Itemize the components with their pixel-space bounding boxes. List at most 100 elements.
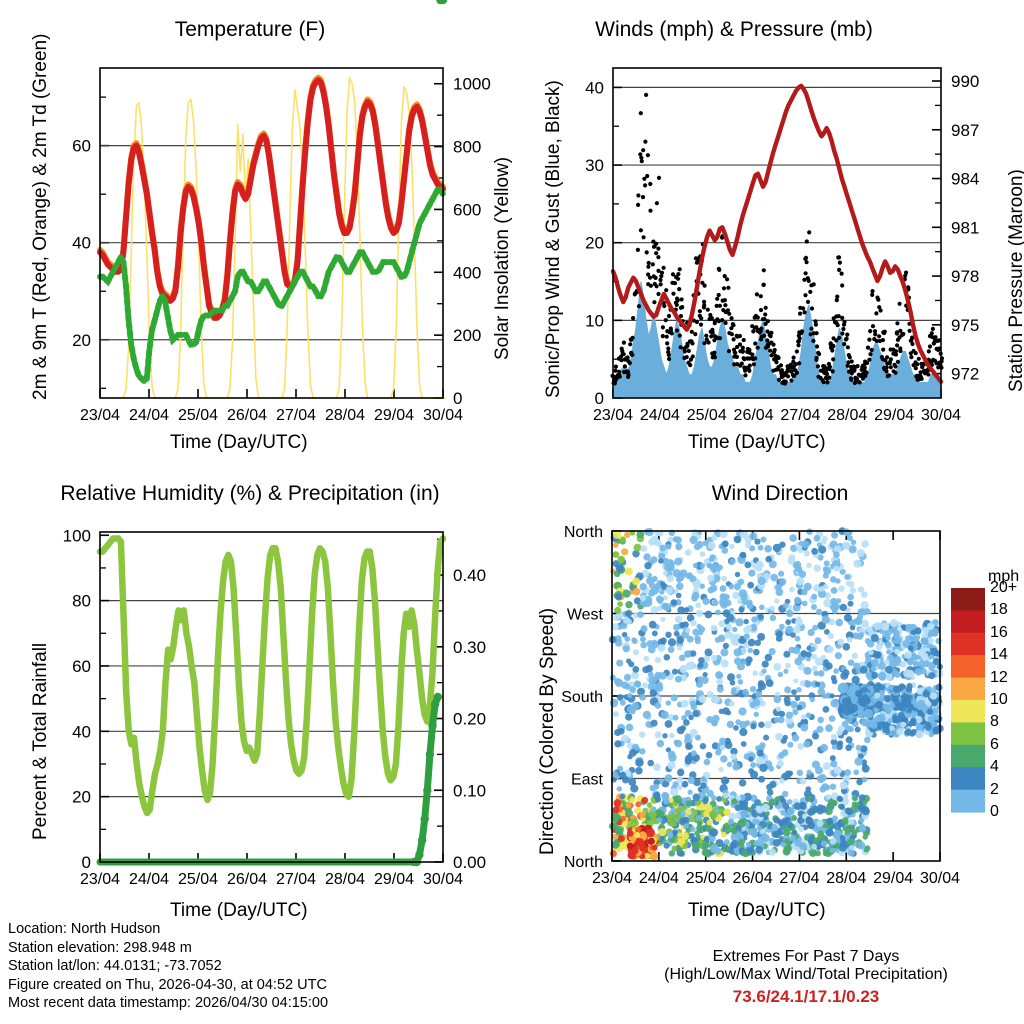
wind-direction-point xyxy=(736,673,742,679)
wind-direction-point xyxy=(683,823,689,829)
wind-direction-point xyxy=(730,689,737,696)
gust-point xyxy=(752,315,757,320)
pressure-ytick: 972 xyxy=(951,365,979,384)
wind-direction-point xyxy=(695,609,704,617)
wind-direction-point xyxy=(927,715,936,723)
wind-direction-point xyxy=(612,806,620,814)
wind-direction-point xyxy=(858,632,865,638)
wind-direction-point xyxy=(830,838,837,845)
wind-direction-point xyxy=(660,637,667,644)
wind-direction-point xyxy=(690,619,697,627)
wind-direction-point xyxy=(855,689,863,697)
gust-point xyxy=(836,255,842,260)
wind-direction-point xyxy=(885,665,893,674)
wind-direction-point xyxy=(689,832,695,839)
wind-direction-point xyxy=(850,695,859,704)
wind-direction-point xyxy=(663,798,670,805)
wind-direction-point xyxy=(861,540,869,548)
wind-direction-point xyxy=(628,778,637,786)
gust-point xyxy=(762,317,767,322)
gust-point xyxy=(808,289,813,294)
winds-ytick: 20 xyxy=(585,234,604,253)
wind-direction-point xyxy=(847,838,855,846)
wind-direction-point xyxy=(721,540,729,548)
gust-point xyxy=(774,360,779,365)
wind-direction-point xyxy=(632,666,640,673)
wind-direction-point xyxy=(688,714,694,721)
gust-point xyxy=(807,230,812,235)
wind-direction-point xyxy=(859,823,865,830)
gust-point xyxy=(722,274,727,279)
wind-direction-point xyxy=(723,808,731,816)
gust-point xyxy=(699,316,704,321)
wind-direction-point xyxy=(716,796,723,802)
wind-direction-point xyxy=(772,543,782,553)
gust-point xyxy=(769,353,774,358)
wind-direction-point xyxy=(725,623,733,631)
wind-direction-point xyxy=(702,672,708,678)
figure-metadata: Location: North Hudson Station elevation… xyxy=(8,920,328,1013)
gust-point xyxy=(648,181,653,187)
wind-direction-point xyxy=(886,649,892,655)
temperature-plot: 20 40 60 0 200 400 600 800 1000 23/04 24/04 25/04… xyxy=(72,67,491,420)
gust-point xyxy=(815,364,821,369)
wind-direction-point xyxy=(720,831,727,838)
gust-point xyxy=(717,303,723,308)
wind-direction-point xyxy=(640,625,648,632)
wind-direction-point xyxy=(651,575,658,582)
wind-direction-point xyxy=(710,624,718,632)
gust-point xyxy=(793,362,798,367)
wind-direction-point xyxy=(653,763,661,771)
wind-direction-point xyxy=(654,656,662,664)
wind-direction-point xyxy=(738,707,747,716)
wind-direction-point xyxy=(935,683,943,692)
wind-direction-point xyxy=(755,845,764,854)
colorbar-tick-label: 6 xyxy=(990,735,999,753)
wind-direction-point xyxy=(922,626,930,634)
temperature-ytick-right: 0 xyxy=(453,389,462,408)
wind-direction-point xyxy=(860,694,870,704)
gust-point xyxy=(613,364,619,369)
wind-direction-point xyxy=(787,741,794,748)
wind-direction-point xyxy=(625,809,633,818)
colorbar-tick-label: 8 xyxy=(990,713,999,731)
wind-direction-point xyxy=(621,821,628,828)
wind-direction-point xyxy=(614,678,624,687)
gust-point xyxy=(821,364,826,369)
wind-direction-point xyxy=(634,832,641,838)
gust-point xyxy=(811,338,816,343)
wind-direction-point xyxy=(870,665,877,672)
gust-point xyxy=(643,139,648,144)
wind-direction-point xyxy=(858,794,866,801)
wind-direction-point xyxy=(784,699,792,707)
gust-point xyxy=(763,305,768,310)
wind-direction-point xyxy=(699,743,707,750)
wind-direction-point xyxy=(624,636,631,642)
gust-point xyxy=(775,354,781,360)
wind-direction-point xyxy=(829,693,835,699)
wind-direction-point xyxy=(617,601,623,607)
extremes-subheading: (High/Low/Max Wind/Total Precipitation) xyxy=(664,966,948,983)
wind-direction-point xyxy=(660,581,666,587)
wind-direction-point xyxy=(706,716,714,723)
wind-direction-point xyxy=(822,572,829,579)
gust-point xyxy=(641,235,646,240)
wind-direction-point xyxy=(905,712,911,719)
wind-direction-point xyxy=(910,717,917,724)
temperature-xtick: 23/04 xyxy=(80,407,120,420)
wind-direction-point xyxy=(915,730,924,739)
gust-point xyxy=(848,376,854,381)
colorbar-tick-label: 14 xyxy=(990,646,1008,664)
colorbar-tick-label: 18 xyxy=(990,601,1008,619)
wind-direction-point xyxy=(615,593,623,601)
wind-direction-point xyxy=(785,619,792,625)
wind-direction-point xyxy=(696,824,703,832)
wind-direction-point xyxy=(820,538,827,545)
gust-point xyxy=(690,354,695,359)
wind-direction-point xyxy=(662,733,668,739)
gust-point xyxy=(677,333,682,338)
wind-direction-point xyxy=(738,838,746,846)
wind-direction-point xyxy=(792,646,801,655)
wind-direction-point xyxy=(675,543,683,551)
winds-xtick: 26/04 xyxy=(734,407,774,420)
